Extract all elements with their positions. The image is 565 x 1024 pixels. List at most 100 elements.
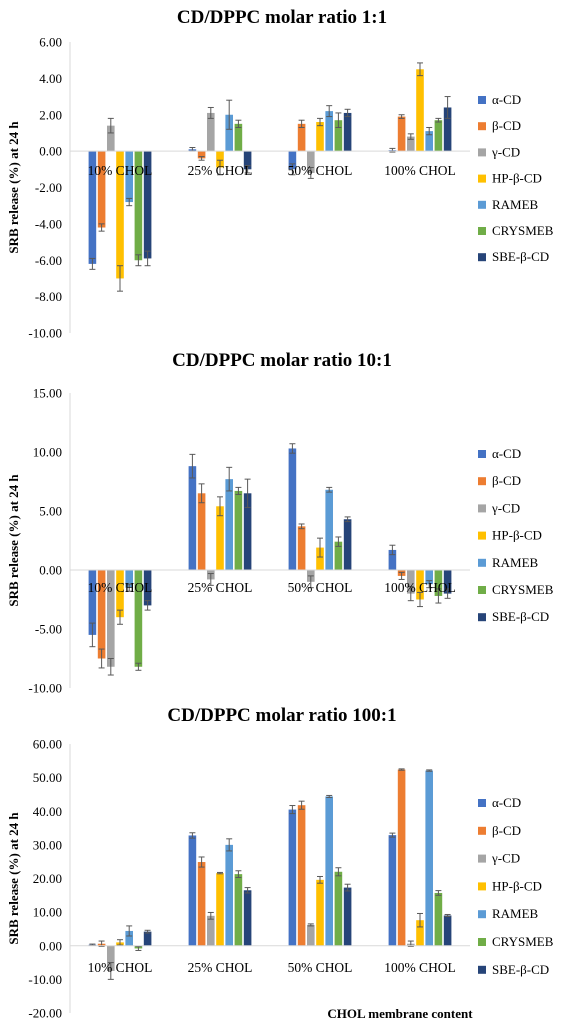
- bar: [443, 570, 452, 594]
- bar: [143, 151, 152, 259]
- bar: [316, 122, 324, 152]
- y-tick-label: 20.00: [33, 871, 62, 886]
- legend-swatch: [478, 854, 486, 863]
- bar: [234, 123, 243, 152]
- legend-swatch: [478, 174, 486, 183]
- legend-swatch: [478, 450, 486, 458]
- bar: [143, 570, 152, 606]
- legend-label: γ-CD: [491, 500, 520, 515]
- legend-swatch: [478, 586, 486, 594]
- legend: α-CD β-CD γ-CD HP-β-CD RAMEB CRYSMEB SBE-β-CD: [478, 92, 554, 264]
- category-label: 100% CHOL: [384, 580, 456, 595]
- bar: [288, 809, 297, 946]
- bar: [216, 873, 224, 946]
- y-axis-title: SRB release (%) at 24 h: [6, 121, 21, 254]
- bar: [225, 114, 233, 152]
- legend-label: α-CD: [492, 446, 521, 461]
- y-axis-title: SRB release (%) at 24 h: [6, 812, 21, 945]
- bar: [125, 570, 133, 588]
- legend-label: SBE-β-CD: [492, 609, 549, 624]
- y-tick-label: 0.00: [39, 144, 62, 159]
- legend-swatch: [478, 910, 486, 919]
- legend-label: β-CD: [492, 118, 521, 133]
- y-tick-label: 6.00: [39, 35, 62, 50]
- chart-panel-3: CD/DPPC molar ratio 100:1 60.00 50.00 40.00…: [6, 705, 554, 1021]
- bar: [316, 547, 324, 570]
- bar: [116, 570, 124, 618]
- bar: [334, 541, 343, 570]
- legend-label: HP-β-CD: [492, 528, 542, 543]
- y-tick-label: -10.00: [28, 326, 62, 341]
- legend-label: RAMEB: [492, 555, 539, 570]
- y-tick-label: 5.00: [39, 504, 62, 519]
- legend-label: α-CD: [492, 92, 521, 107]
- y-tick-label: -6.00: [35, 253, 62, 268]
- bar: [134, 151, 143, 261]
- bar: [97, 570, 106, 659]
- y-tick-label: 30.00: [33, 837, 62, 852]
- bar: [425, 131, 433, 152]
- bar: [397, 116, 406, 152]
- bar: [434, 570, 443, 596]
- legend-swatch: [478, 122, 486, 131]
- y-tick-label: 60.00: [33, 737, 62, 752]
- bar: [197, 151, 206, 159]
- category-label: 50% CHOL: [288, 960, 353, 975]
- bar: [443, 107, 452, 152]
- y-tick-label: -8.00: [35, 289, 62, 304]
- bar: [307, 924, 315, 946]
- legend-label: CRYSMEB: [492, 934, 554, 949]
- bar: [325, 489, 333, 570]
- category-label: 50% CHOL: [288, 163, 353, 178]
- legend-swatch: [478, 477, 486, 486]
- y-tick-label: -4.00: [35, 216, 62, 231]
- bar: [343, 112, 352, 152]
- legend-label: HP-β-CD: [492, 171, 542, 186]
- x-axis-title: CHOL membrane content: [327, 1006, 473, 1021]
- bar: [243, 493, 252, 570]
- legend-label: γ-CD: [491, 851, 520, 866]
- bar: [288, 151, 297, 170]
- bar: [407, 136, 415, 152]
- y-tick-label: -10.00: [28, 972, 62, 987]
- bar: [97, 151, 106, 228]
- legend-label: β-CD: [492, 823, 521, 838]
- bar: [216, 506, 224, 570]
- legend-swatch: [478, 965, 486, 974]
- y-tick-label: -20.00: [28, 1006, 62, 1021]
- bar: [125, 930, 133, 946]
- y-tick-label: 15.00: [33, 386, 62, 401]
- legend: α-CD β-CD γ-CD HP-β-CD RAMEB CRYSMEB SBE-β-CD: [478, 446, 554, 624]
- bar: [216, 151, 224, 168]
- bar: [416, 570, 424, 600]
- bar: [425, 770, 433, 946]
- bar: [197, 493, 206, 570]
- bar: [116, 151, 124, 279]
- bar: [297, 526, 306, 570]
- bar: [107, 570, 115, 667]
- y-tick-label: 0.00: [39, 938, 62, 953]
- y-axis-title: SRB release (%) at 24 h: [6, 474, 21, 607]
- bar: [243, 890, 252, 946]
- legend: α-CD β-CD γ-CD HP-β-CD RAMEB CRYSMEB SBE-β-CD: [478, 795, 554, 977]
- y-tick-label: 50.00: [33, 770, 62, 785]
- y-tick-label: -10.00: [28, 681, 62, 696]
- chart-title: CD/DPPC molar ratio 100:1: [167, 705, 396, 726]
- bar: [288, 448, 297, 570]
- bar: [207, 915, 215, 946]
- bar: [197, 862, 206, 946]
- legend-swatch: [478, 826, 486, 835]
- y-tick-label: 40.00: [33, 804, 62, 819]
- legend-swatch: [478, 613, 486, 622]
- legend-label: SBE-β-CD: [492, 962, 549, 977]
- category-label: 100% CHOL: [384, 960, 456, 975]
- bar: [234, 874, 243, 946]
- chart-title: CD/DPPC molar ratio 1:1: [177, 7, 387, 28]
- legend-label: RAMEB: [492, 197, 539, 212]
- bar: [297, 805, 306, 946]
- bar: [88, 151, 97, 264]
- legend-swatch: [478, 148, 486, 157]
- legend-swatch: [478, 200, 486, 209]
- y-tick-label: -2.00: [35, 180, 62, 195]
